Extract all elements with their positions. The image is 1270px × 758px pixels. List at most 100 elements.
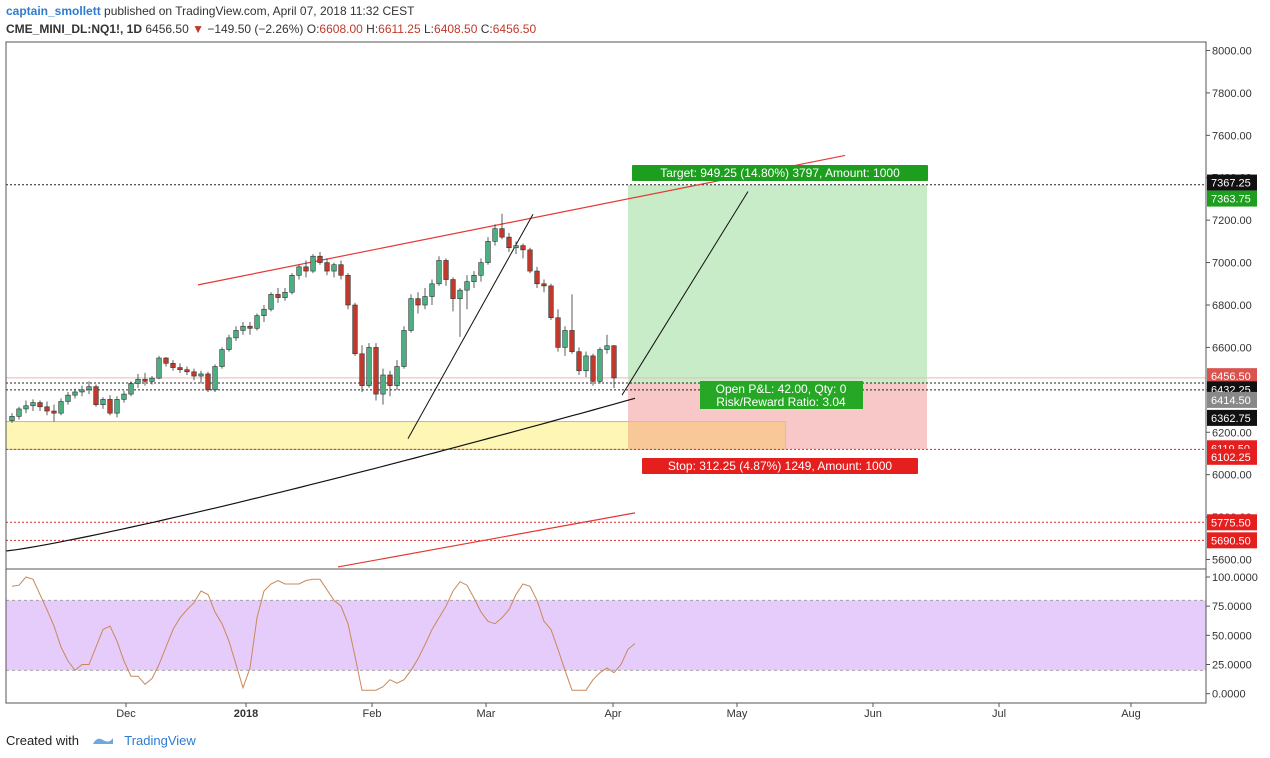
gray-price-badge: 6414.50 xyxy=(1207,391,1257,408)
candle[interactable] xyxy=(499,213,505,240)
candle[interactable] xyxy=(184,366,190,375)
candle[interactable] xyxy=(261,305,267,322)
candle[interactable] xyxy=(30,399,36,412)
candle[interactable] xyxy=(282,288,288,301)
candle-body xyxy=(548,285,554,319)
candle[interactable] xyxy=(443,258,449,286)
candle[interactable] xyxy=(240,321,246,335)
candle[interactable] xyxy=(58,398,64,416)
candle[interactable] xyxy=(275,288,281,303)
candle-body xyxy=(576,351,582,372)
candle[interactable] xyxy=(555,309,561,352)
candle[interactable] xyxy=(387,370,393,397)
candle[interactable] xyxy=(317,251,323,265)
candle[interactable] xyxy=(72,388,78,399)
candle[interactable] xyxy=(457,288,463,337)
candle[interactable] xyxy=(93,384,99,407)
candle[interactable] xyxy=(100,397,106,409)
candle[interactable] xyxy=(149,376,155,385)
candle[interactable] xyxy=(338,260,344,280)
candle[interactable] xyxy=(471,271,477,289)
candle[interactable] xyxy=(429,279,435,305)
candle[interactable] xyxy=(597,347,603,384)
candle[interactable] xyxy=(359,345,365,392)
candle[interactable] xyxy=(191,368,197,381)
candle[interactable] xyxy=(569,294,575,354)
candle[interactable] xyxy=(121,390,127,403)
candle[interactable] xyxy=(114,396,120,418)
candle[interactable] xyxy=(380,368,386,405)
candle[interactable] xyxy=(464,275,470,310)
candle[interactable] xyxy=(422,288,428,310)
candle[interactable] xyxy=(107,395,113,416)
candle[interactable] xyxy=(219,347,225,369)
candle[interactable] xyxy=(401,326,407,369)
candle[interactable] xyxy=(611,345,617,389)
candle[interactable] xyxy=(604,334,610,354)
candle[interactable] xyxy=(233,326,239,342)
price-tick-label: 7200.00 xyxy=(1212,215,1252,227)
candle[interactable] xyxy=(373,343,379,401)
candle[interactable] xyxy=(506,232,512,252)
candle[interactable] xyxy=(366,343,372,388)
candle[interactable] xyxy=(163,356,169,367)
candle[interactable] xyxy=(450,277,456,312)
candle[interactable] xyxy=(513,241,519,255)
rsi-pane[interactable] xyxy=(6,576,1206,691)
candle[interactable] xyxy=(324,258,330,276)
candle[interactable] xyxy=(16,406,22,420)
candle[interactable] xyxy=(212,364,218,392)
candle[interactable] xyxy=(576,347,582,375)
candle[interactable] xyxy=(352,302,358,356)
candle[interactable] xyxy=(86,381,92,395)
candle[interactable] xyxy=(289,273,295,295)
author-link[interactable]: captain_smollett xyxy=(6,4,101,18)
candle[interactable] xyxy=(520,243,526,259)
candle[interactable] xyxy=(534,266,540,289)
red-level-badge-1-bg xyxy=(1207,514,1257,531)
candle[interactable] xyxy=(296,264,302,280)
candle[interactable] xyxy=(310,254,316,274)
tradingview-link[interactable]: TradingView xyxy=(124,733,196,748)
candle[interactable] xyxy=(226,334,232,352)
candle[interactable] xyxy=(44,401,50,416)
candle[interactable] xyxy=(345,273,351,310)
candle[interactable] xyxy=(492,224,498,246)
candle[interactable] xyxy=(177,363,183,373)
candle[interactable] xyxy=(142,372,148,386)
candle[interactable] xyxy=(254,313,260,331)
candle[interactable] xyxy=(247,321,253,335)
candle[interactable] xyxy=(9,413,15,423)
candle[interactable] xyxy=(485,237,491,265)
candle[interactable] xyxy=(331,262,337,278)
candle[interactable] xyxy=(205,371,211,392)
candle[interactable] xyxy=(51,404,57,422)
candle[interactable] xyxy=(590,353,596,386)
candle[interactable] xyxy=(37,400,43,412)
candle[interactable] xyxy=(415,292,421,314)
candle[interactable] xyxy=(583,351,589,378)
candle[interactable] xyxy=(79,385,85,397)
candle[interactable] xyxy=(527,247,533,274)
candle[interactable] xyxy=(128,381,134,397)
candle[interactable] xyxy=(562,326,568,356)
candle[interactable] xyxy=(268,292,274,312)
candle[interactable] xyxy=(394,360,400,390)
candle[interactable] xyxy=(478,258,484,282)
lower-channel-line xyxy=(337,512,636,568)
candle[interactable] xyxy=(23,400,29,414)
candle-body xyxy=(296,266,302,276)
candle[interactable] xyxy=(436,256,442,286)
candle[interactable] xyxy=(541,279,547,293)
candle[interactable] xyxy=(198,370,204,384)
candle[interactable] xyxy=(170,360,176,371)
tradingview-logo-icon[interactable] xyxy=(91,734,115,749)
candle[interactable] xyxy=(408,294,414,333)
candle[interactable] xyxy=(135,373,141,388)
price-pane[interactable] xyxy=(5,154,1206,568)
candle[interactable] xyxy=(548,283,554,320)
candle[interactable] xyxy=(65,391,71,405)
candle[interactable] xyxy=(156,355,162,380)
candle[interactable] xyxy=(303,260,309,278)
